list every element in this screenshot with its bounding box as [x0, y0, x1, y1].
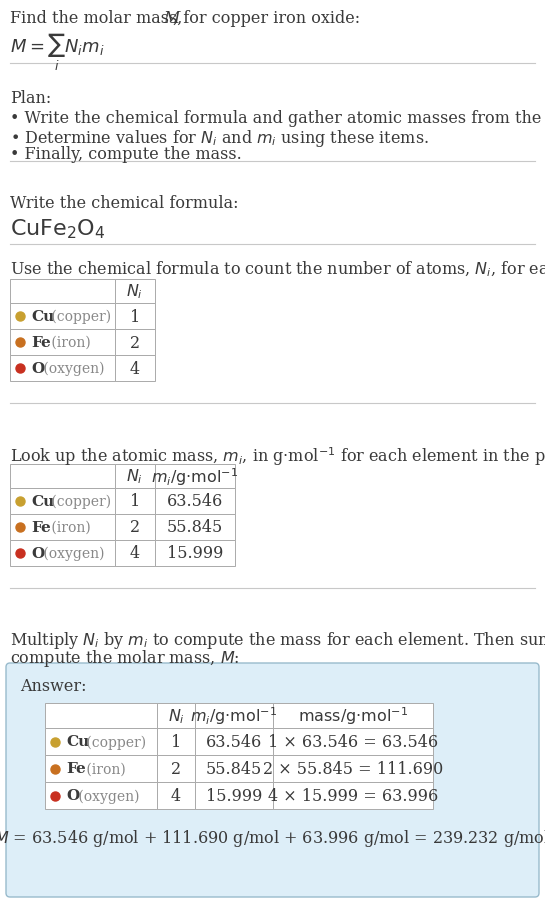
Text: $N_i$: $N_i$ — [167, 706, 185, 725]
Text: $m_i$/g$\cdot$mol$^{-1}$: $m_i$/g$\cdot$mol$^{-1}$ — [152, 466, 239, 488]
Text: $N_i$: $N_i$ — [126, 467, 143, 486]
Bar — [273, 782, 433, 809]
Bar — [10, 515, 115, 540]
Bar — [10, 356, 115, 382]
Text: 55.845: 55.845 — [206, 760, 262, 777]
Bar — [155, 464, 235, 489]
Text: • Determine values for $N_i$ and $m_i$ using these items.: • Determine values for $N_i$ and $m_i$ u… — [10, 128, 429, 149]
Text: 4: 4 — [171, 787, 181, 804]
Text: $M = \sum_i N_i m_i$: $M = \sum_i N_i m_i$ — [10, 32, 105, 73]
Text: Cu: Cu — [66, 735, 89, 749]
Bar — [273, 703, 433, 728]
Text: (iron): (iron) — [47, 336, 90, 349]
Text: 15.999: 15.999 — [167, 545, 223, 562]
Text: 15.999: 15.999 — [206, 787, 262, 804]
Bar — [10, 330, 115, 356]
Bar — [10, 464, 115, 489]
Text: 1 × 63.546 = 63.546: 1 × 63.546 = 63.546 — [268, 733, 438, 750]
Text: 1: 1 — [130, 308, 140, 325]
Bar — [45, 703, 157, 728]
Text: • Write the chemical formula and gather atomic masses from the periodic table.: • Write the chemical formula and gather … — [10, 110, 545, 126]
Text: $\mathrm{CuFe_2O_4}$: $\mathrm{CuFe_2O_4}$ — [10, 217, 106, 240]
Bar — [115, 303, 155, 330]
Text: 2: 2 — [130, 519, 140, 535]
Bar — [115, 540, 155, 566]
Text: 4: 4 — [130, 360, 140, 377]
Bar — [115, 280, 155, 303]
Bar — [115, 489, 155, 515]
Text: (copper): (copper) — [47, 494, 111, 508]
Bar — [195, 728, 273, 755]
Bar — [115, 515, 155, 540]
Text: Fe: Fe — [31, 336, 51, 349]
Text: Multiply $N_i$ by $m_i$ to compute the mass for each element. Then sum those val: Multiply $N_i$ by $m_i$ to compute the m… — [10, 629, 545, 650]
Bar — [155, 540, 235, 566]
Text: (oxygen): (oxygen) — [74, 788, 140, 803]
Text: mass/g$\cdot$mol$^{-1}$: mass/g$\cdot$mol$^{-1}$ — [298, 705, 408, 727]
Bar — [10, 540, 115, 566]
Bar — [157, 755, 195, 782]
Text: compute the molar mass, $M$:: compute the molar mass, $M$: — [10, 647, 240, 668]
Bar — [115, 464, 155, 489]
Text: 63.546: 63.546 — [206, 733, 262, 750]
Bar — [157, 728, 195, 755]
Bar — [273, 755, 433, 782]
Text: Write the chemical formula:: Write the chemical formula: — [10, 195, 239, 212]
Text: (copper): (copper) — [82, 734, 146, 749]
Text: $N_i$: $N_i$ — [126, 283, 143, 301]
Text: Answer:: Answer: — [20, 677, 87, 694]
Text: , for copper iron oxide:: , for copper iron oxide: — [173, 10, 360, 27]
Bar — [155, 515, 235, 540]
Text: Fe: Fe — [66, 761, 86, 776]
Text: Use the chemical formula to count the number of atoms, $N_i$, for each element:: Use the chemical formula to count the nu… — [10, 260, 545, 279]
Text: 4 × 15.999 = 63.996: 4 × 15.999 = 63.996 — [268, 787, 438, 804]
Bar — [10, 303, 115, 330]
Text: 1: 1 — [130, 493, 140, 510]
Text: M: M — [163, 10, 179, 27]
Text: • Finally, compute the mass.: • Finally, compute the mass. — [10, 146, 242, 163]
Text: Fe: Fe — [31, 520, 51, 535]
Text: Plan:: Plan: — [10, 90, 51, 107]
Bar — [157, 703, 195, 728]
Bar — [155, 489, 235, 515]
Text: 2: 2 — [171, 760, 181, 777]
Text: 1: 1 — [171, 733, 181, 750]
Bar — [115, 356, 155, 382]
Text: (copper): (copper) — [47, 310, 111, 324]
Bar — [10, 489, 115, 515]
Bar — [157, 782, 195, 809]
Text: 2: 2 — [130, 334, 140, 351]
Bar — [45, 728, 157, 755]
Text: 4: 4 — [130, 545, 140, 562]
Text: 63.546: 63.546 — [167, 493, 223, 510]
Bar — [195, 782, 273, 809]
Bar — [195, 755, 273, 782]
Text: (iron): (iron) — [82, 761, 125, 776]
Bar — [45, 782, 157, 809]
Bar — [273, 728, 433, 755]
Bar — [115, 330, 155, 356]
Text: Cu: Cu — [31, 310, 54, 323]
Text: $m_i$/g$\cdot$mol$^{-1}$: $m_i$/g$\cdot$mol$^{-1}$ — [190, 705, 277, 727]
Text: (oxygen): (oxygen) — [39, 361, 104, 376]
Text: O: O — [66, 788, 79, 803]
Text: O: O — [31, 361, 44, 376]
Text: 2 × 55.845 = 111.690: 2 × 55.845 = 111.690 — [263, 760, 443, 777]
Bar — [45, 755, 157, 782]
Text: (iron): (iron) — [47, 520, 90, 535]
Text: $M$ = 63.546 g/mol + 111.690 g/mol + 63.996 g/mol = 239.232 g/mol: $M$ = 63.546 g/mol + 111.690 g/mol + 63.… — [0, 827, 545, 848]
Text: (oxygen): (oxygen) — [39, 546, 104, 561]
Text: Cu: Cu — [31, 495, 54, 508]
Bar — [10, 280, 115, 303]
Text: Find the molar mass,: Find the molar mass, — [10, 10, 187, 27]
FancyBboxPatch shape — [6, 664, 539, 897]
Text: 55.845: 55.845 — [167, 519, 223, 535]
Bar — [195, 703, 273, 728]
Text: Look up the atomic mass, $m_i$, in g$\cdot$mol$^{-1}$ for each element in the pe: Look up the atomic mass, $m_i$, in g$\cd… — [10, 444, 545, 467]
Text: O: O — [31, 546, 44, 561]
